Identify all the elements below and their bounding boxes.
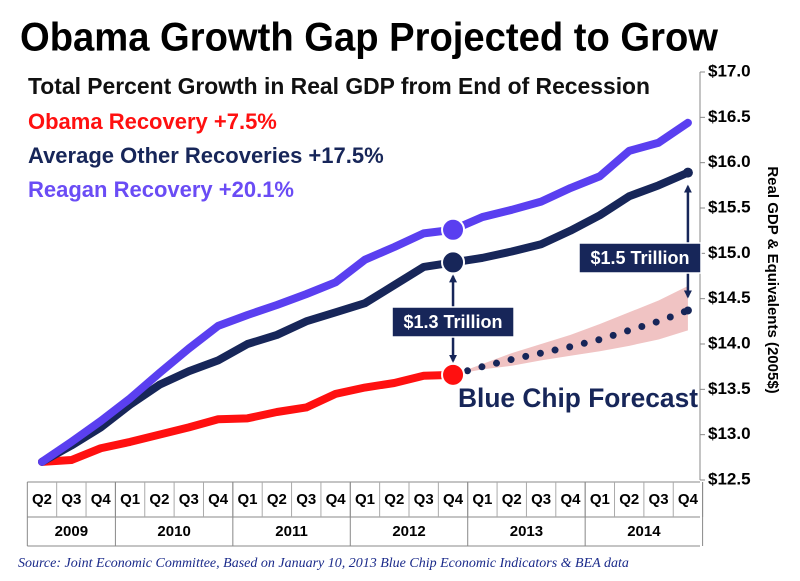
y-tick-label: $14.0	[708, 333, 751, 352]
point-marker	[441, 250, 466, 275]
y-tick-label: $12.5	[708, 469, 751, 488]
year-label: 2014	[627, 523, 661, 540]
x-tick-label: Q4	[560, 491, 581, 508]
x-tick-label: Q1	[120, 491, 140, 508]
x-tick-label: Q2	[149, 491, 169, 508]
x-tick-label: Q1	[472, 491, 492, 508]
y-tick-label: $13.5	[708, 379, 751, 398]
point-marker	[683, 306, 692, 315]
forecast-line	[449, 306, 692, 379]
annotation-box	[578, 242, 702, 274]
y-axis-label: Real GDP & Equivalents (2005$)	[764, 166, 781, 393]
year-label: 2011	[275, 523, 308, 540]
forecast-label: Blue Chip Forecast	[458, 383, 698, 413]
subtitle: Total Percent Growth in Real GDP from En…	[28, 73, 650, 99]
y-tick-label: $13.0	[708, 424, 751, 443]
y-tick-label: $14.5	[708, 288, 751, 307]
point-marker	[441, 362, 466, 387]
legend-entry: Reagan Recovery +20.1%	[28, 177, 294, 202]
y-tick-label: $16.5	[708, 107, 751, 126]
x-tick-label: Q3	[61, 491, 81, 508]
x-tick-label: Q3	[649, 491, 669, 508]
y-tick-label: $15.0	[708, 243, 751, 262]
series-line	[38, 168, 692, 466]
series-line	[38, 370, 458, 466]
annotation: $1.5 Trillion	[590, 248, 689, 268]
annotation-box	[391, 306, 515, 338]
year-label: 2010	[157, 523, 190, 540]
y-tick-label: $17.0	[708, 61, 751, 80]
x-tick-label: Q3	[414, 491, 434, 508]
x-tick-label: Q3	[531, 491, 551, 508]
x-tick-label: Q2	[619, 491, 639, 508]
x-tick-label: Q4	[91, 491, 112, 508]
x-tick-label: Q2	[384, 491, 404, 508]
source: Source: Joint Economic Committee, Based …	[18, 556, 629, 571]
y-tick-label: $15.5	[708, 197, 751, 216]
x-tick-label: Q4	[208, 491, 229, 508]
x-tick-label: Q4	[326, 491, 347, 508]
year-label: 2012	[392, 523, 425, 540]
x-tick-label: Q4	[443, 491, 464, 508]
x-tick-label: Q2	[267, 491, 287, 508]
x-tick-label: Q2	[32, 491, 52, 508]
legend-entry: Obama Recovery +7.5%	[28, 109, 277, 134]
chart-title: Obama Growth Gap Projected to Grow	[20, 16, 719, 60]
y-tick-label: $16.0	[708, 152, 751, 171]
point-marker	[441, 217, 466, 242]
year-label: 2009	[55, 523, 88, 540]
point-marker	[682, 167, 693, 178]
x-tick-label: Q1	[590, 491, 610, 508]
x-tick-label: Q4	[678, 491, 699, 508]
x-tick-label: Q3	[179, 491, 199, 508]
forecast-band	[453, 285, 688, 375]
x-tick-label: Q1	[355, 491, 375, 508]
legend-entry: Average Other Recoveries +17.5%	[28, 143, 384, 168]
x-tick-label: Q1	[238, 491, 258, 508]
series-line	[38, 118, 692, 466]
annotation: $1.3 Trillion	[404, 312, 503, 332]
x-tick-label: Q3	[296, 491, 316, 508]
x-tick-label: Q2	[502, 491, 522, 508]
year-label: 2013	[510, 523, 543, 540]
